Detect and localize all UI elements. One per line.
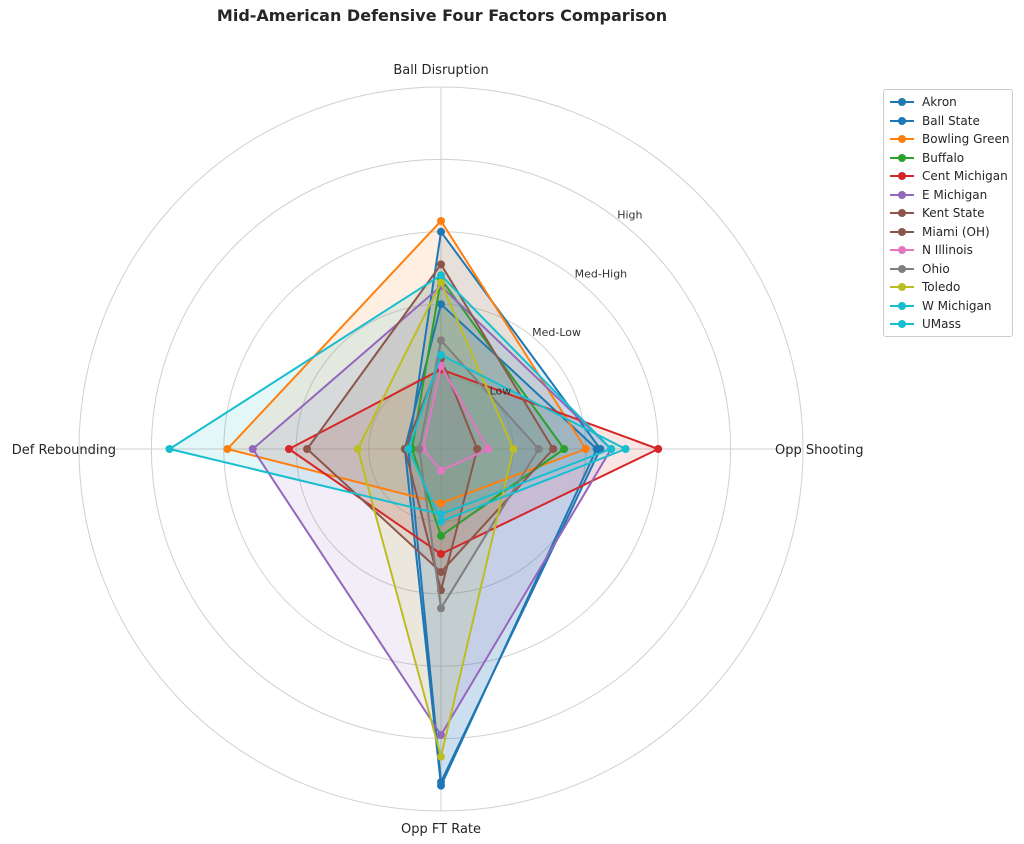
legend-swatch [890, 208, 914, 218]
legend-item: Miami (OH) [890, 223, 1012, 242]
data-point [284, 445, 293, 453]
data-point [560, 445, 569, 453]
data-point [534, 445, 543, 453]
data-point [607, 445, 616, 453]
data-point [404, 445, 413, 453]
legend-swatch [890, 245, 914, 255]
legend-label: N Illinois [922, 243, 973, 258]
legend-item: Cent Michigan [890, 167, 1012, 186]
legend-item: Akron [890, 93, 1012, 112]
data-point [248, 445, 257, 453]
data-point [437, 778, 445, 787]
ring-label: Med-Low [532, 326, 581, 339]
ring-label: High [617, 209, 642, 222]
legend-swatch [890, 134, 914, 144]
chart-title: Mid-American Defensive Four Factors Comp… [216, 6, 668, 25]
data-point [415, 445, 424, 453]
data-point [303, 445, 312, 453]
legend-item: Buffalo [890, 149, 1012, 168]
data-point [581, 445, 590, 453]
data-point [549, 445, 558, 453]
data-point [165, 445, 174, 453]
legend-swatch [890, 97, 914, 107]
legend-label: Miami (OH) [922, 224, 990, 239]
legend-swatch [890, 319, 914, 329]
radar-series [165, 216, 663, 790]
data-point [473, 445, 482, 453]
legend-label: Akron [922, 95, 957, 110]
data-point [437, 361, 445, 370]
data-point [437, 568, 445, 577]
legend-swatch [890, 227, 914, 237]
data-point [484, 445, 493, 453]
data-point [437, 216, 445, 225]
data-point [437, 278, 445, 287]
radar-labels: Low Med-Low Med-High High Ball Disruption Opp… [12, 63, 864, 837]
data-point [437, 604, 445, 613]
legend-label: W Michigan [922, 298, 992, 313]
data-point [621, 445, 630, 453]
data-point [437, 752, 445, 761]
data-point [353, 445, 362, 453]
series-fill [419, 340, 539, 609]
legend-swatch [890, 190, 914, 200]
legend-item: N Illinois [890, 241, 1012, 260]
legend-label: Ball State [922, 113, 980, 128]
legend-swatch [890, 116, 914, 126]
legend-item: E Michigan [890, 186, 1012, 205]
data-point [437, 466, 445, 475]
data-point [437, 227, 445, 236]
ring-label: Med-High [575, 267, 628, 280]
legend-label: Ohio [922, 261, 950, 276]
axis-label: Def Rebounding [12, 443, 116, 458]
data-point [509, 445, 518, 453]
legend-swatch [890, 171, 914, 181]
legend-label: Bowling Green [922, 132, 1010, 147]
data-point [437, 531, 445, 540]
data-point [437, 549, 445, 558]
data-point [654, 445, 663, 453]
legend-label: Cent Michigan [922, 169, 1008, 184]
legend-label: E Michigan [922, 187, 988, 202]
data-point [596, 445, 605, 453]
legend-item: Kent State [890, 204, 1012, 223]
legend-swatch [890, 264, 914, 274]
series-fill [169, 275, 612, 515]
chart-legend: Akron Ball State Bowling Green Buffalo Cent … [883, 89, 1013, 337]
legend-swatch [890, 282, 914, 292]
legend-swatch [890, 153, 914, 163]
data-point [437, 517, 445, 526]
ring-label: Low [490, 384, 512, 397]
data-point [437, 730, 445, 739]
data-point [437, 300, 445, 309]
data-point [437, 499, 445, 508]
data-point [437, 260, 445, 269]
data-point [437, 350, 445, 359]
series-fill [422, 365, 489, 471]
data-point [223, 445, 232, 453]
legend-label: Buffalo [922, 150, 965, 165]
series-fill [404, 304, 597, 786]
legend-label: UMass [922, 317, 961, 332]
legend-item: Ball State [890, 112, 1012, 131]
legend-item: Toledo [890, 278, 1012, 297]
axis-label: Opp Shooting [775, 443, 863, 458]
legend-label: Toledo [922, 280, 961, 295]
series-fill [227, 220, 586, 504]
data-point [437, 336, 445, 345]
legend-item: W Michigan [890, 297, 1012, 316]
legend-item: UMass [890, 315, 1012, 334]
axis-label: Ball Disruption [393, 63, 488, 78]
legend-label: Kent State [922, 206, 985, 221]
axis-label: Opp FT Rate [401, 822, 481, 837]
legend-swatch [890, 301, 914, 311]
series-fill [408, 354, 626, 522]
data-point [437, 271, 445, 280]
legend-item: Ohio [890, 260, 1012, 279]
legend-item: Bowling Green [890, 130, 1012, 149]
